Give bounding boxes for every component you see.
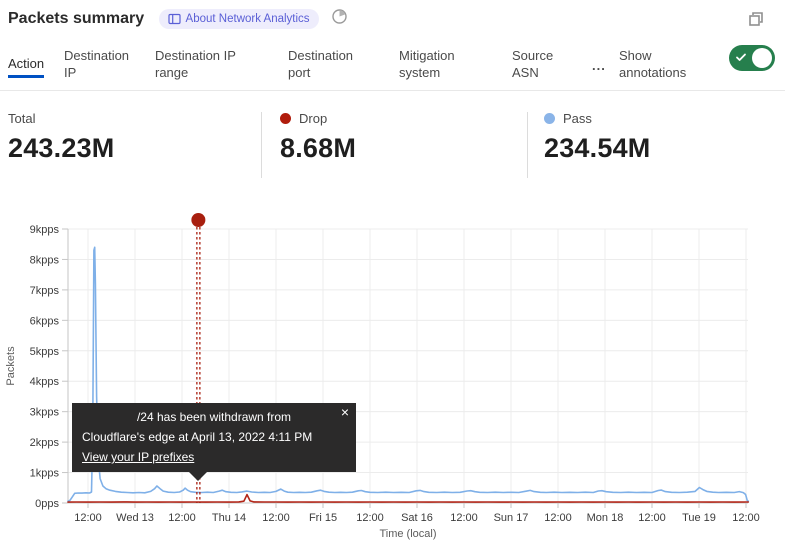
stat-drop-label: Drop [299,110,328,126]
stat-drop: Drop 8.68M [280,110,356,164]
y-tick-label: 2kpps [30,437,60,449]
x-tick-label: 12:00 [544,512,572,524]
x-tick-label: Wed 13 [116,512,154,524]
drop-line [67,493,750,503]
x-tick-label: Sat 16 [401,512,433,524]
pass-legend-dot [544,112,555,124]
x-tick-label: Mon 18 [587,512,624,524]
annotation-text-line1: /24 has been withdrawn from [136,410,292,424]
y-tick-label: 1kpps [30,468,60,480]
y-tick-label: 7kpps [30,285,60,297]
x-tick-label: 12:00 [356,512,384,524]
drop-legend-dot [280,112,291,124]
about-badge-label: About Network Analytics [185,13,310,25]
stat-total-value: 243.23M [8,133,115,163]
stat-total: Total 243.23M [8,110,114,164]
stats-divider [261,112,262,178]
show-annotations-label: Show annotations [619,48,687,80]
x-tick-label: Thu 14 [212,512,246,524]
x-tick-label: 12:00 [638,512,666,524]
dimension-tabs: Action Destination IP Destination IP ran… [0,44,785,91]
annotation-marker[interactable] [191,213,206,227]
annotation-tooltip: × /24 has been withdrawn from Cloudflare… [72,403,356,481]
time-period-icon[interactable] [331,8,348,30]
stat-pass: Pass 234.54M [544,110,650,164]
tab-action[interactable]: Action [8,56,45,78]
tooltip-caret [189,472,207,481]
y-tick-label: 4kpps [30,376,60,388]
stat-pass-label: Pass [563,110,592,126]
y-axis-title: Packets [5,346,17,386]
stat-total-label: Total [8,110,36,126]
check-icon [736,53,746,61]
tab-destination-ip[interactable]: Destination IP [64,48,130,80]
view-ip-prefixes-link[interactable]: View your IP prefixes [82,450,195,464]
stats-divider [527,112,528,178]
header: Packets summary About Network Analytics [8,8,777,36]
x-tick-label: Tue 19 [682,512,716,524]
page-title: Packets summary [8,10,145,27]
x-axis-title: Time (local) [379,528,436,540]
book-icon [167,13,181,25]
tab-source-asn[interactable]: Source ASN [512,48,554,80]
x-tick-label: 12:00 [168,512,196,524]
tab-destination-port[interactable]: Destination port [288,48,354,80]
stat-pass-value: 234.54M [544,133,651,163]
more-tabs-button[interactable]: ... [592,58,606,73]
x-tick-label: Fri 15 [309,512,337,524]
y-tick-label: 6kpps [30,315,60,327]
x-tick-label: Sun 17 [494,512,529,524]
close-icon[interactable]: × [340,404,349,420]
tab-destination-ip-range[interactable]: Destination IP range [155,48,236,80]
show-annotations-toggle[interactable] [729,45,775,71]
tab-mitigation-system[interactable]: Mitigation system [399,48,455,80]
y-tick-label: 3kpps [30,407,60,419]
x-tick-label: 12:00 [74,512,102,524]
pass-line [67,246,750,502]
packets-time-series-chart: 9kpps 8kpps 7kpps 6kpps 5kpps 4kpps 3kpps 2kpps… [5,213,760,540]
about-network-analytics-badge[interactable]: About Network Analytics [158,9,319,29]
y-tick-label: 8kpps [30,254,60,266]
summary-stats: Total 243.23M Drop 8.68M Pass 234.54M [0,110,785,182]
x-tick-label: 12:00 [262,512,290,524]
toggle-knob [752,48,772,68]
y-tick-label: 9kpps [30,224,60,236]
annotation-text-line2: Cloudflare's edge at April 13, 2022 4:11… [82,430,313,444]
y-tick-label: 5kpps [30,346,60,358]
stat-drop-value: 8.68M [280,133,357,163]
y-tick-label: 0pps [35,498,59,510]
x-tick-label: 12:00 [732,512,760,524]
expand-restore-icon[interactable] [747,10,765,28]
x-tick-label: 12:00 [450,512,478,524]
